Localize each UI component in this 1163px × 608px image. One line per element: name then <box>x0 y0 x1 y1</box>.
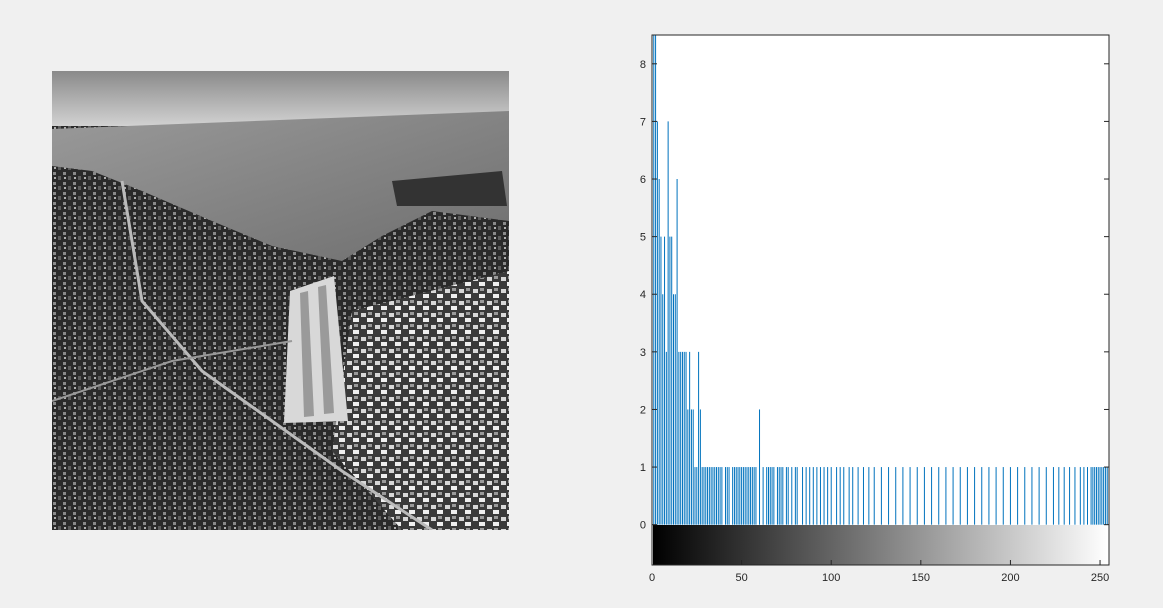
y-tick-label: 1 <box>640 462 646 474</box>
x-tick-label: 200 <box>1001 572 1019 584</box>
y-tick-label: 7 <box>640 116 646 128</box>
aerial-photo <box>52 71 509 530</box>
histogram-axes-frame <box>651 34 1110 566</box>
y-tick-label: 8 <box>640 59 646 71</box>
y-tick-label: 0 <box>640 520 646 532</box>
photo-bay-water <box>52 111 509 261</box>
photo-highway <box>120 180 433 530</box>
photo-marsh <box>392 171 507 206</box>
x-tick-label: 50 <box>735 572 747 584</box>
y-tick-label: 5 <box>640 232 646 244</box>
x-tick-label: 250 <box>1091 572 1109 584</box>
photo-runway-2 <box>318 285 334 414</box>
photo-freeway <box>52 340 293 402</box>
histogram-bars <box>653 35 1110 525</box>
x-tick-label: 0 <box>649 572 655 584</box>
y-tick-label: 3 <box>640 347 646 359</box>
x-axis-ticks: 0 50 100 150 200 250 <box>649 560 1109 584</box>
histogram-figure: 0 1 2 3 4 5 6 7 8 0 50 100 150 200 250 <box>640 34 1110 584</box>
y-tick-label: 6 <box>640 174 646 186</box>
y-axis-ticks: 0 1 2 3 4 5 6 7 8 <box>640 59 1109 532</box>
x-tick-label: 100 <box>822 572 840 584</box>
y-tick-label: 4 <box>640 289 646 301</box>
photo-runway-1 <box>300 291 314 417</box>
histogram-axes-background <box>652 35 1109 525</box>
y-tick-label: 2 <box>640 404 646 416</box>
photo-east-city <box>332 271 509 530</box>
x-tick-label: 150 <box>912 572 930 584</box>
grayscale-colorbar <box>653 525 1109 565</box>
